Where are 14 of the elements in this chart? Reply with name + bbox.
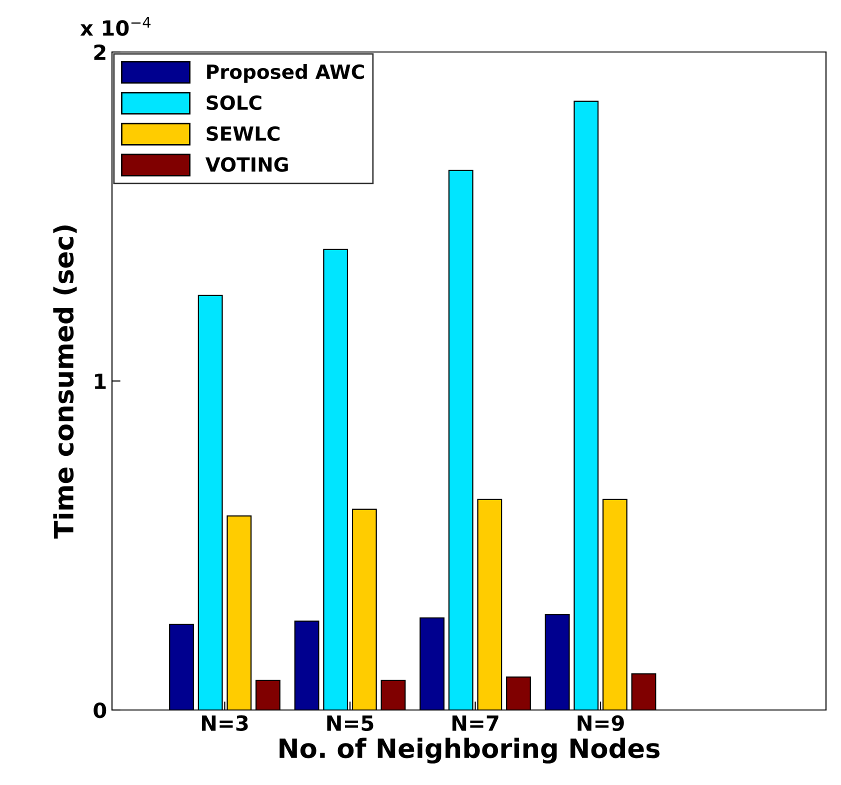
x-tick-label: N=9 <box>578 715 624 731</box>
x-axis-title: No. of Neighboring Nodes <box>280 738 660 764</box>
y-axis-title: Time consumed (sec) <box>53 226 77 539</box>
y-tick-label: 0 <box>94 702 106 718</box>
legend-label: SEWLC <box>206 126 280 141</box>
legend-label: Proposed AWC <box>207 64 364 83</box>
legend-label: VOTING <box>205 157 288 172</box>
legend-label: SOLC <box>206 95 262 110</box>
x-tick-label: N=7 <box>452 716 498 731</box>
y-tick-label: 1 <box>94 374 106 389</box>
y-tick-label: 2 <box>94 44 106 60</box>
x-tick-label: N=3 <box>202 715 248 731</box>
x-tick-label: N=5 <box>327 716 374 731</box>
text: x 10$^{−4}$ <box>80 17 151 36</box>
